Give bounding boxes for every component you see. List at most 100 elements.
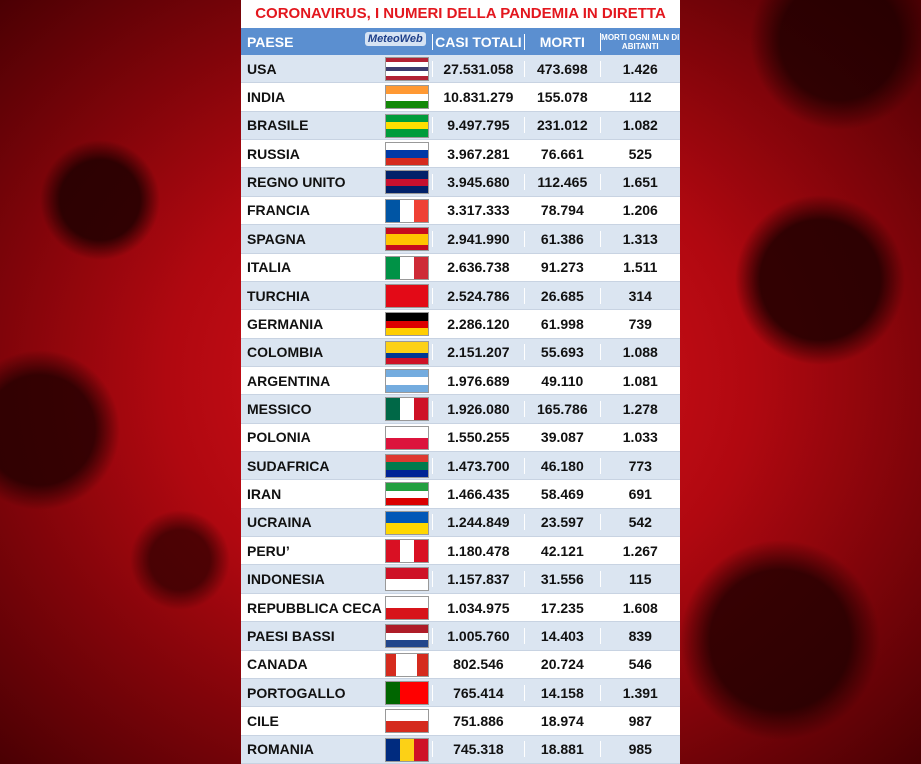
country-cell: ITALIA xyxy=(241,254,432,281)
total-cases: 1.244.849 xyxy=(431,514,524,531)
country-name: REGNO UNITO xyxy=(247,174,346,191)
total-cases: 751.886 xyxy=(431,712,524,729)
deaths: 58.469 xyxy=(524,486,599,503)
deaths-per-million: 1.081 xyxy=(599,372,680,389)
flag xyxy=(384,255,429,280)
flag-stripe xyxy=(385,150,428,158)
deaths: 31.556 xyxy=(524,571,599,588)
flag-stripe xyxy=(385,352,428,359)
total-cases: 745.318 xyxy=(431,741,524,758)
flag-stripe xyxy=(385,426,428,438)
flag-stripe xyxy=(385,455,428,463)
header-cell: CASI TOTALI xyxy=(431,33,524,50)
flag-stripe xyxy=(385,710,428,722)
table-row: POLONIA 1.550.255 39.087 1.033 xyxy=(241,423,680,453)
deaths: 46.180 xyxy=(524,457,599,474)
country-name: RUSSIA xyxy=(247,145,300,162)
table-panel: CORONAVIRUS, I NUMERI DELLA PANDEMIA IN … xyxy=(241,0,680,764)
table-row: USA 27.531.058 473.698 1.426 xyxy=(241,55,680,84)
country-name: CANADA xyxy=(247,656,308,673)
country-name: CILE xyxy=(247,712,279,729)
total-cases: 1.034.975 xyxy=(431,599,524,616)
table-row: PAESI BASSI 1.005.760 14.403 839 xyxy=(241,622,680,651)
deaths: 155.078 xyxy=(524,89,599,106)
title: CORONAVIRUS, I NUMERI DELLA PANDEMIA IN … xyxy=(241,0,680,28)
table-row: REGNO UNITO 3.945.680 112.465 1.651 xyxy=(241,168,680,197)
table-row: MESSICO 1.926.080 165.786 1.278 xyxy=(241,395,680,424)
flag-stripe xyxy=(385,738,400,761)
table-row: REPUBBLICA CECA 1.034.975 17.235 1.608 xyxy=(241,593,680,623)
flag-stripe xyxy=(385,129,428,137)
table-row: COLOMBIA 2.151.207 55.693 1.088 xyxy=(241,338,680,367)
country-cell: FRANCIA xyxy=(241,197,432,224)
flag-stripe xyxy=(385,398,400,421)
header-cell: PAESE MeteoWeb xyxy=(241,28,432,55)
flag-stripe xyxy=(385,157,428,166)
flag xyxy=(384,85,429,110)
country-cell: REPUBBLICA CECA xyxy=(241,594,432,621)
table-row: BRASILE 9.497.795 231.012 1.082 xyxy=(241,111,680,141)
deaths-per-million: 1.511 xyxy=(599,259,680,276)
total-cases: 1.926.080 xyxy=(431,400,524,417)
deaths: 91.273 xyxy=(524,259,599,276)
country-name: USA xyxy=(247,60,277,77)
deaths: 42.121 xyxy=(524,542,599,559)
table-row: CANADA 802.546 20.724 546 xyxy=(241,650,680,679)
flag-stripe xyxy=(385,540,400,563)
country-name: PORTOGALLO xyxy=(247,684,346,701)
table-row: SUDAFRICA 1.473.700 46.180 773 xyxy=(241,452,680,481)
flag-stripe xyxy=(417,653,428,676)
country-cell: INDONESIA xyxy=(241,565,432,592)
country-cell: GERMANIA xyxy=(241,310,432,337)
flag-stripe xyxy=(385,498,428,506)
table-body: USA 27.531.058 473.698 1.426 INDIA 10.831.279… xyxy=(241,55,680,764)
flag-stripe xyxy=(385,58,428,63)
flag-stripe xyxy=(385,437,428,449)
flag-stripe xyxy=(399,738,414,761)
total-cases: 9.497.795 xyxy=(431,117,524,134)
flag-stripe xyxy=(385,186,428,194)
flag-stripe xyxy=(385,284,428,307)
country-cell: INDIA xyxy=(241,83,432,110)
deaths-per-million: 1.313 xyxy=(599,230,680,247)
deaths: 14.158 xyxy=(524,684,599,701)
table-row: GERMANIA 2.286.120 61.998 739 xyxy=(241,310,680,339)
total-cases: 1.180.478 xyxy=(431,542,524,559)
country-cell: SUDAFRICA xyxy=(241,452,432,479)
flag xyxy=(384,368,429,393)
flag xyxy=(384,142,429,167)
deaths-per-million: 1.651 xyxy=(599,174,680,191)
flag-stripe xyxy=(413,256,428,279)
country-cell: REGNO UNITO xyxy=(241,168,432,195)
total-cases: 3.317.333 xyxy=(431,202,524,219)
flag-stripe xyxy=(385,101,428,109)
country-name: ITALIA xyxy=(247,259,292,276)
country-name: SUDAFRICA xyxy=(247,457,330,474)
total-cases: 3.945.680 xyxy=(431,174,524,191)
flag-stripe xyxy=(399,540,414,563)
country-name: REPUBBLICA CECA xyxy=(247,599,382,616)
country-name: INDONESIA xyxy=(247,571,325,588)
flag-stripe xyxy=(385,347,428,353)
country-cell: PERU’ xyxy=(241,537,432,564)
total-cases: 1.550.255 xyxy=(431,429,524,446)
total-cases: 1.157.837 xyxy=(431,571,524,588)
flag-stripe xyxy=(385,228,428,234)
deaths-per-million: 1.608 xyxy=(599,599,680,616)
flag-stripe xyxy=(385,171,428,179)
deaths-per-million: 525 xyxy=(599,145,680,162)
flag-stripe xyxy=(385,114,428,123)
flag xyxy=(384,57,429,81)
total-cases: 27.531.058 xyxy=(431,60,524,77)
deaths-per-million: 987 xyxy=(599,712,680,729)
country-name: ROMANIA xyxy=(247,741,314,758)
table-row: RUSSIA 3.967.281 76.661 525 xyxy=(241,140,680,169)
table-row: PORTOGALLO 765.414 14.158 1.391 xyxy=(241,678,680,708)
country-cell: PORTOGALLO xyxy=(241,679,432,706)
deaths-per-million: 839 xyxy=(599,627,680,644)
country-cell: ROMANIA xyxy=(241,736,432,763)
flag-stripe xyxy=(385,522,428,534)
total-cases: 802.546 xyxy=(431,656,524,673)
deaths-per-million: 1.206 xyxy=(599,202,680,219)
deaths-per-million: 314 xyxy=(599,287,680,304)
